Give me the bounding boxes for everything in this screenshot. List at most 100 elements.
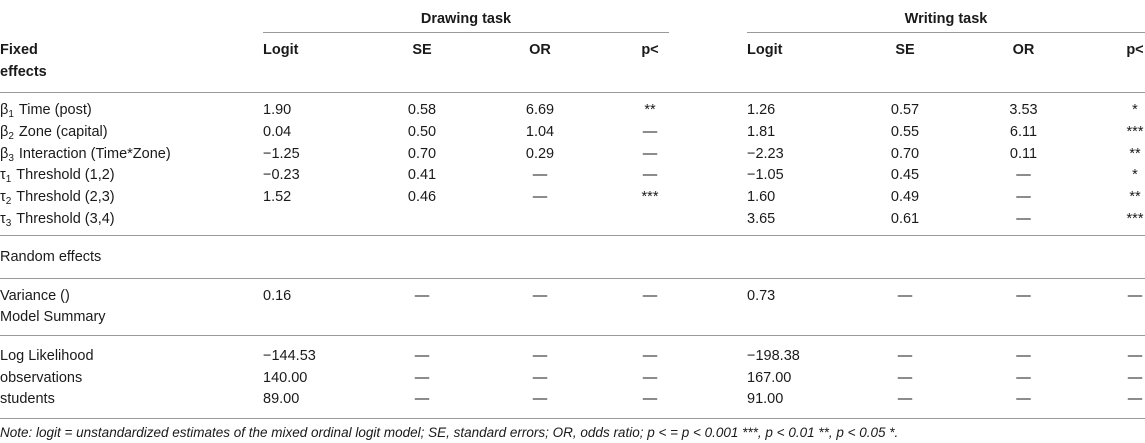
row-label: observations: [0, 370, 83, 386]
column-header-or-drawing: OR: [529, 42, 551, 58]
cell-p-writing: *: [1132, 102, 1138, 118]
column-header-logit-drawing: Logit: [263, 42, 299, 58]
coefficient-subscript: 1: [8, 109, 14, 120]
cell-or-drawing: —: [532, 391, 548, 407]
cell-or-drawing: 0.29: [525, 146, 555, 162]
row-label-text: Time (post): [18, 102, 92, 118]
cell-se-drawing: —: [414, 391, 430, 407]
coefficient-symbol: β: [0, 102, 9, 118]
group-rule-drawing: [263, 32, 669, 33]
cell-or-writing: —: [1016, 288, 1031, 304]
cell-p-drawing: **: [644, 102, 656, 118]
row-label-text: Threshold (1,2): [16, 167, 115, 183]
cell-p-writing: —: [1127, 370, 1143, 386]
cell-or-writing: 0.11: [1009, 146, 1038, 162]
row-label-text: Interaction (Time*Zone): [18, 146, 171, 162]
cell-or-writing: —: [1016, 189, 1031, 205]
cell-p-writing: —: [1127, 348, 1143, 364]
row-label: β3 Interaction (Time*Zone): [0, 145, 171, 164]
cell-or-writing: —: [1016, 370, 1031, 386]
cell-se-drawing: 0.41: [407, 167, 437, 183]
group-rule-writing: [747, 32, 1145, 33]
cell-or-drawing: —: [532, 348, 548, 364]
cell-se-writing: 0.49: [890, 189, 920, 205]
cell-or-writing: 6.11: [1009, 124, 1038, 140]
cell-p-writing: —: [1127, 288, 1143, 304]
cell-logit-drawing: 1.90: [263, 102, 292, 118]
row-label: β2 Zone (capital): [0, 123, 108, 142]
header-fixed-line2: effects: [0, 64, 47, 80]
cell-or-writing: —: [1016, 348, 1031, 364]
cell-se-writing: —: [897, 348, 913, 364]
fixed-effects-rule: [0, 235, 1145, 236]
cell-p-drawing: —: [642, 391, 658, 407]
column-header-p-writing: p<: [1126, 42, 1144, 58]
row-label: τ2 Threshold (2,3): [0, 188, 115, 207]
row-label: Log Likelihood: [0, 348, 94, 364]
cell-or-writing: 3.53: [1009, 102, 1038, 118]
cell-p-drawing: —: [642, 124, 658, 140]
cell-p-drawing: —: [642, 370, 658, 386]
cell-or-drawing: —: [532, 167, 548, 183]
cell-se-drawing: 0.70: [407, 146, 437, 162]
cell-se-writing: 0.57: [890, 102, 920, 118]
cell-logit-writing: −1.05: [747, 167, 784, 183]
coefficient-subscript: 2: [5, 196, 12, 207]
cell-p-writing: —: [1127, 391, 1143, 407]
cell-or-drawing: —: [532, 189, 548, 205]
bottom-rule: [0, 418, 1145, 419]
cell-p-writing: **: [1129, 189, 1141, 205]
cell-or-writing: —: [1016, 211, 1031, 227]
cell-se-drawing: —: [414, 288, 430, 304]
cell-se-writing: 0.61: [890, 211, 920, 227]
cell-logit-drawing: −144.53: [263, 348, 316, 364]
coefficient-symbol: τ: [0, 167, 6, 183]
row-label: Variance (): [0, 288, 70, 304]
cell-se-writing: —: [897, 391, 913, 407]
row-label-text: Zone (capital): [18, 124, 108, 140]
cell-se-drawing: 0.58: [407, 102, 437, 118]
row-label: τ1 Threshold (1,2): [0, 166, 115, 185]
cell-or-drawing: —: [532, 370, 548, 386]
cell-logit-drawing: 0.04: [263, 124, 292, 140]
column-header-se-drawing: SE: [412, 42, 432, 58]
cell-logit-writing: 0.73: [747, 288, 776, 304]
model-summary-label: Model Summary: [0, 309, 106, 325]
cell-se-writing: 0.70: [890, 146, 920, 162]
header-fixed-line1: Fixed: [0, 42, 38, 58]
group-header-drawing: Drawing task: [420, 11, 512, 27]
cell-or-drawing: 1.04: [525, 124, 555, 140]
cell-logit-writing: 1.26: [747, 102, 776, 118]
cell-p-drawing: ***: [641, 189, 659, 205]
cell-se-drawing: —: [414, 370, 430, 386]
cell-se-drawing: —: [414, 348, 430, 364]
cell-or-writing: —: [1016, 391, 1031, 407]
random-effects-label: Random effects: [0, 249, 102, 265]
cell-logit-writing: −198.38: [747, 348, 800, 364]
cell-logit-drawing: 1.52: [263, 189, 292, 205]
cell-logit-writing: 1.81: [747, 124, 776, 140]
cell-p-drawing: —: [642, 348, 658, 364]
cell-p-writing: **: [1129, 146, 1141, 162]
cell-logit-writing: 167.00: [747, 370, 792, 386]
column-header-se-writing: SE: [895, 42, 915, 58]
coefficient-subscript: 2: [8, 131, 14, 142]
cell-p-writing: ***: [1126, 211, 1144, 227]
cell-p-drawing: —: [642, 167, 658, 183]
cell-logit-drawing: 140.00: [263, 370, 308, 386]
row-label: students: [0, 391, 55, 407]
coefficient-symbol: τ: [0, 211, 6, 227]
cell-logit-drawing: −0.23: [263, 167, 300, 183]
cell-se-drawing: 0.46: [407, 189, 437, 205]
coefficient-subscript: 1: [5, 174, 12, 185]
model-summary-rule: [0, 335, 1145, 336]
table-note: Note: logit = unstandardized estimates o…: [0, 425, 899, 440]
cell-p-drawing: —: [642, 146, 658, 162]
cell-se-drawing: 0.50: [407, 124, 437, 140]
cell-se-writing: 0.45: [890, 167, 920, 183]
cell-logit-drawing: 89.00: [263, 391, 300, 407]
cell-logit-drawing: 0.16: [263, 288, 292, 304]
cell-se-writing: —: [897, 370, 913, 386]
cell-or-drawing: —: [532, 288, 548, 304]
row-label-text: Threshold (3,4): [16, 211, 115, 227]
